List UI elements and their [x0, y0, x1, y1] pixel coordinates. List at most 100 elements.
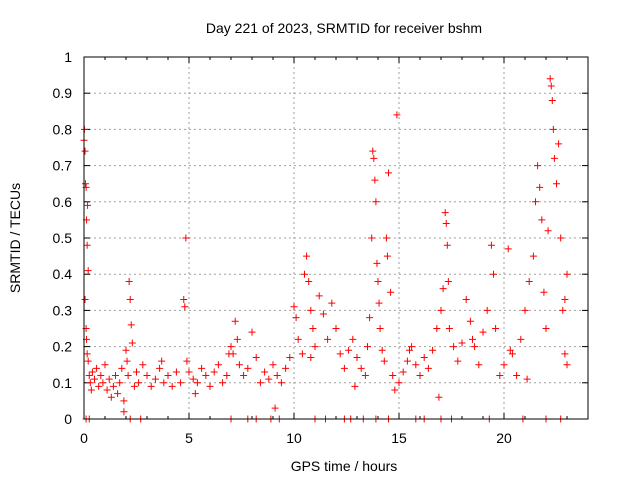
data-point: [84, 357, 92, 365]
data-point: [93, 364, 101, 372]
data-point: [532, 198, 539, 206]
data-point: [290, 303, 298, 311]
data-point: [97, 372, 105, 380]
data-point: [107, 393, 115, 401]
data-point: [561, 296, 569, 304]
data-point: [139, 361, 147, 369]
data-point: [311, 343, 319, 351]
data-point: [548, 96, 556, 104]
data-point: [147, 382, 155, 390]
data-point: [540, 288, 548, 296]
x-tick-labels: 0 5 10 15 20: [80, 430, 512, 446]
data-point: [261, 368, 269, 376]
data-point: [210, 368, 218, 376]
data-point: [444, 277, 452, 285]
data-point: [385, 169, 392, 177]
data-point: [547, 82, 555, 90]
data-point: [408, 343, 416, 351]
data-point: [375, 299, 383, 307]
data-point: [248, 328, 256, 336]
data-point: [202, 372, 210, 380]
data-point: [133, 368, 140, 376]
data-point: [158, 357, 166, 365]
data-point: [559, 306, 567, 314]
data-point: [87, 386, 95, 394]
data-point: [183, 357, 191, 365]
data-point: [151, 375, 159, 383]
data-point: [469, 335, 476, 343]
data-point: [181, 303, 189, 311]
data-point: [523, 375, 531, 383]
data-point: [81, 147, 89, 155]
data-point: [349, 335, 357, 343]
data-point: [88, 368, 96, 376]
data-point: [109, 382, 117, 390]
data-point: [521, 306, 529, 314]
data-point: [277, 379, 285, 387]
data-point: [340, 364, 348, 372]
data-point: [504, 245, 512, 253]
data-point: [256, 379, 264, 387]
data-point: [193, 379, 201, 387]
data-point: [160, 379, 168, 387]
data-point: [416, 372, 424, 380]
data-point: [130, 382, 138, 390]
data-point: [373, 259, 381, 267]
plot-frame: [83, 56, 589, 420]
data-point: [206, 382, 214, 390]
y-tick-label: 1: [64, 49, 72, 65]
data-point: [227, 343, 235, 351]
data-point: [563, 270, 571, 278]
data-point: [536, 183, 544, 191]
data-point: [555, 140, 563, 148]
data-point: [479, 328, 487, 336]
data-point: [294, 335, 302, 343]
data-point: [443, 241, 451, 249]
data-point: [292, 314, 300, 322]
data-point: [328, 299, 336, 307]
data-point: [83, 241, 91, 249]
data-point: [265, 375, 273, 383]
data-point: [369, 147, 377, 155]
data-point: [445, 325, 453, 332]
y-tick-label: 0.3: [53, 302, 73, 318]
data-point: [118, 364, 126, 372]
data-point: [172, 368, 180, 376]
data-point: [370, 154, 378, 162]
data-point: [123, 357, 131, 365]
data-point: [442, 220, 450, 228]
data-point: [128, 339, 136, 347]
data-point: [368, 234, 376, 242]
data-point: [454, 357, 462, 365]
data-point: [81, 180, 89, 188]
data-point: [364, 343, 371, 351]
data-point: [84, 201, 92, 209]
data-point: [399, 368, 407, 376]
data-point: [120, 408, 128, 416]
data-point: [393, 111, 401, 119]
data-point: [309, 325, 317, 332]
data-point: [225, 350, 233, 358]
data-point: [185, 368, 193, 376]
data-point: [517, 335, 525, 343]
data-point: [383, 252, 391, 260]
data-point: [490, 270, 497, 278]
y-tick-label: 0.7: [53, 158, 73, 174]
data-point: [412, 361, 420, 369]
data-point: [85, 372, 93, 380]
data-point: [513, 372, 521, 380]
data-point: [273, 372, 281, 380]
data-point: [462, 296, 470, 304]
data-point: [83, 350, 91, 358]
data-point: [235, 361, 243, 369]
x-tick-label: 5: [185, 430, 193, 446]
data-point: [315, 292, 323, 300]
data-point: [189, 375, 197, 383]
data-point: [500, 361, 508, 369]
data-point: [269, 361, 277, 369]
data-point: [240, 372, 248, 380]
data-point: [395, 379, 403, 387]
data-point: [282, 364, 290, 372]
data-point: [127, 321, 135, 329]
data-point: [382, 234, 390, 242]
